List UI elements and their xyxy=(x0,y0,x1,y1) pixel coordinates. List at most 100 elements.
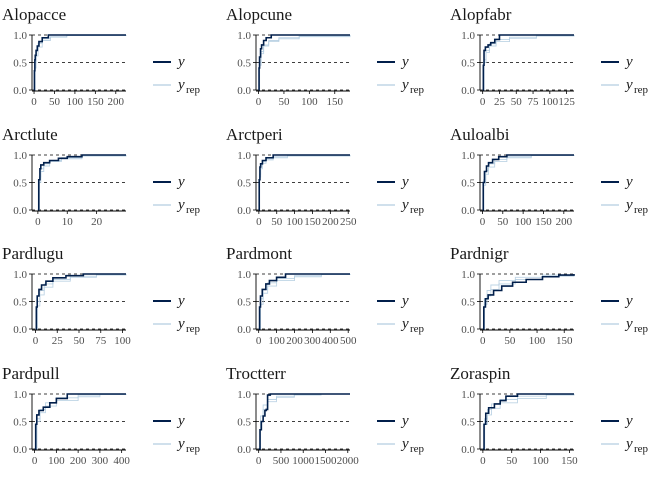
x-tick-label: 0 xyxy=(256,216,262,228)
panel-title: Pardnigr xyxy=(450,244,509,263)
y-tick-label: 1.0 xyxy=(237,150,251,162)
x-tick-label: 500 xyxy=(273,455,290,467)
y-tick-label: 1.0 xyxy=(13,30,27,42)
legend-y-label: y xyxy=(624,174,633,190)
x-tick-label: 75 xyxy=(528,96,540,108)
x-tick-label: 75 xyxy=(95,335,107,347)
y-tick-label: 0.0 xyxy=(237,85,251,97)
y-tick-label: 1.0 xyxy=(461,269,475,281)
x-tick-label: 150 xyxy=(556,335,573,347)
panel-title: Arctperi xyxy=(226,125,283,144)
x-tick-label: 100 xyxy=(48,455,65,467)
x-tick-label: 0 xyxy=(256,455,262,467)
series-y-line xyxy=(482,274,575,330)
y-tick-label: 0.0 xyxy=(461,85,475,97)
series-y-line xyxy=(258,393,350,450)
x-tick-label: 100 xyxy=(286,216,303,228)
legend-yrep-subscript: rep xyxy=(634,323,649,335)
panel-title: Alopcune xyxy=(226,5,292,24)
x-tick-label: 200 xyxy=(70,455,87,467)
x-tick-label: 100 xyxy=(114,335,131,347)
x-tick-label: 0 xyxy=(35,216,41,228)
x-tick-label: 400 xyxy=(113,455,130,467)
x-tick-label: 100 xyxy=(515,216,532,228)
panel-title: Pardmont xyxy=(226,244,292,263)
legend-yrep-subscript: rep xyxy=(634,443,649,455)
legend-y-label: y xyxy=(176,293,185,309)
x-tick-label: 150 xyxy=(87,96,104,108)
legend-yrep-subscript: rep xyxy=(186,204,201,216)
y-tick-label: 0.5 xyxy=(237,58,251,70)
y-tick-label: 0.5 xyxy=(13,417,27,429)
legend-y-label: y xyxy=(624,413,633,429)
y-tick-label: 1.0 xyxy=(237,389,251,401)
series-yrep-line xyxy=(34,394,127,450)
series-y-line xyxy=(258,34,350,91)
x-tick-label: 200 xyxy=(556,216,573,228)
legend-y-label: y xyxy=(624,293,633,309)
y-tick-label: 0.0 xyxy=(237,444,251,456)
y-tick-label: 1.0 xyxy=(13,389,27,401)
legend-y-label: y xyxy=(176,174,185,190)
x-tick-label: 50 xyxy=(49,96,61,108)
x-tick-label: 50 xyxy=(74,335,86,347)
x-tick-label: 125 xyxy=(558,96,575,108)
series-yrep-line xyxy=(258,274,351,330)
legend-yrep-label: y xyxy=(624,436,633,452)
legend-yrep-label: y xyxy=(400,436,409,452)
x-tick-label: 0 xyxy=(480,216,486,228)
series-y-line xyxy=(258,154,350,211)
y-tick-label: 0.5 xyxy=(461,58,475,70)
y-tick-label: 0.0 xyxy=(13,85,27,97)
x-tick-label: 0 xyxy=(480,96,486,108)
panel-title: Pardpull xyxy=(2,364,60,383)
y-tick-label: 0.5 xyxy=(461,417,475,429)
legend-y-label: y xyxy=(176,413,185,429)
y-tick-label: 1.0 xyxy=(461,150,475,162)
legend-yrep-label: y xyxy=(400,77,409,93)
legend-yrep-label: y xyxy=(624,316,633,332)
y-tick-label: 0.0 xyxy=(237,324,251,336)
panel-title: Arctlute xyxy=(2,125,58,144)
x-tick-label: 50 xyxy=(511,96,523,108)
y-tick-label: 0.5 xyxy=(13,297,27,309)
y-tick-label: 0.0 xyxy=(13,324,27,336)
legend-yrep-label: y xyxy=(400,316,409,332)
panel-title: Zoraspin xyxy=(450,364,511,383)
legend-yrep-subscript: rep xyxy=(410,84,425,96)
y-tick-label: 0.5 xyxy=(237,297,251,309)
legend-yrep-subscript: rep xyxy=(634,204,649,216)
legend-y-label: y xyxy=(400,174,409,190)
legend-y-label: y xyxy=(400,293,409,309)
legend-y-label: y xyxy=(176,54,185,70)
x-tick-label: 0 xyxy=(480,455,486,467)
x-tick-label: 200 xyxy=(108,96,125,108)
x-tick-label: 50 xyxy=(271,216,283,228)
x-tick-label: 100 xyxy=(542,96,559,108)
series-yrep-line xyxy=(482,155,575,211)
x-tick-label: 1000 xyxy=(292,455,315,467)
y-tick-label: 0.5 xyxy=(237,417,251,429)
x-tick-label: 50 xyxy=(504,335,516,347)
y-tick-label: 0.0 xyxy=(461,205,475,217)
x-tick-label: 100 xyxy=(67,96,84,108)
legend-yrep-label: y xyxy=(176,197,185,213)
y-tick-label: 1.0 xyxy=(237,30,251,42)
x-tick-label: 150 xyxy=(327,96,344,108)
x-tick-label: 25 xyxy=(494,96,506,108)
series-y-line xyxy=(482,393,574,450)
y-tick-label: 0.5 xyxy=(461,297,475,309)
x-tick-label: 250 xyxy=(340,216,357,228)
x-tick-label: 150 xyxy=(535,216,552,228)
x-tick-label: 0 xyxy=(480,335,486,347)
x-tick-label: 100 xyxy=(268,335,285,347)
y-tick-label: 1.0 xyxy=(13,269,27,281)
legend-y-label: y xyxy=(400,413,409,429)
